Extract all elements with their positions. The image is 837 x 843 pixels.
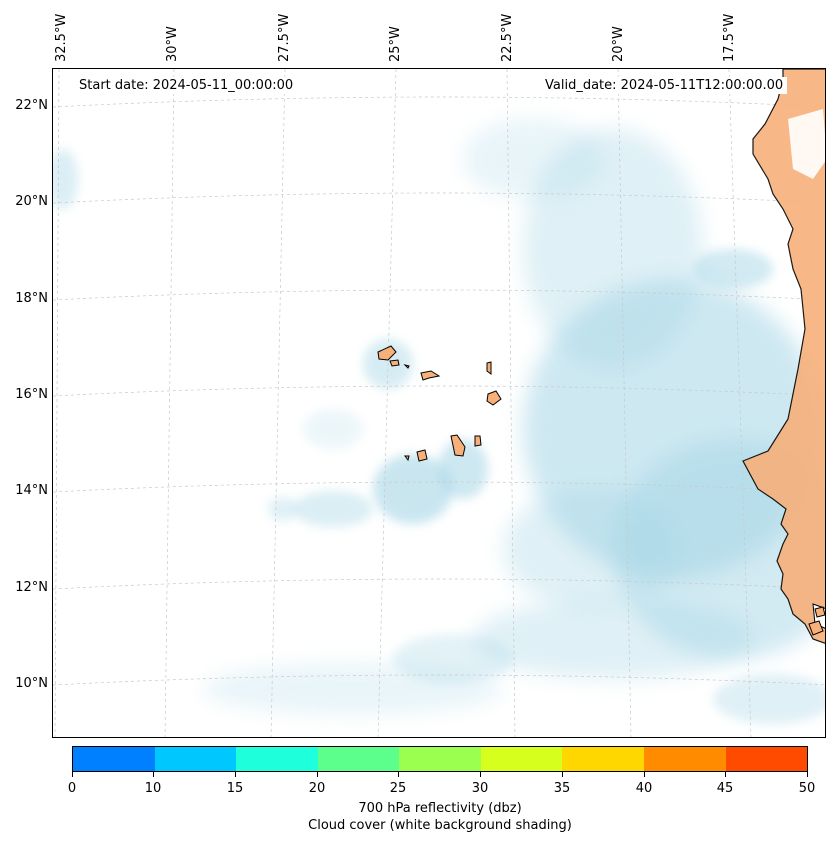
- lat-label-14n: 14°N: [15, 483, 48, 498]
- lon-label-27-5w: 27.5°W: [277, 13, 292, 62]
- colorbar-segment-2: [236, 747, 318, 771]
- cape-verde-islands: [377, 345, 502, 462]
- colorbar-segment-7: [643, 747, 726, 771]
- lat-label-18n: 18°N: [15, 291, 48, 306]
- colorbar-tick: [72, 772, 73, 777]
- colorbar-tick: [644, 772, 645, 777]
- lon-label-30w: 30°W: [165, 26, 180, 62]
- colorbar-tick-label-40: 40: [635, 781, 653, 796]
- lat-label-20n: 20°N: [15, 194, 48, 209]
- colorbar-tick-label-45: 45: [716, 781, 734, 796]
- start-date-label: Start date: 2024-05-11_00:00:00: [75, 77, 298, 94]
- colorbar-tick-label-35: 35: [553, 781, 571, 796]
- colorbar-tick: [807, 772, 808, 777]
- colorbar-tick-label-10: 10: [144, 781, 162, 796]
- colorbar-segment-1: [154, 747, 237, 771]
- lon-label-25w: 25°W: [388, 26, 403, 62]
- graticule: [53, 69, 825, 737]
- colorbar-segment-3: [317, 747, 400, 771]
- colorbar-tick-label-50: 50: [798, 781, 816, 796]
- colorbar-tick: [480, 772, 481, 777]
- lat-label-22n: 22°N: [15, 98, 48, 113]
- colorbar-tick: [317, 772, 318, 777]
- colorbar-segment-5: [480, 747, 563, 771]
- colorbar: [72, 746, 808, 772]
- colorbar-tick: [398, 772, 399, 777]
- valid-date-label: Valid_date: 2024-05-11T12:00:00.00: [541, 77, 788, 94]
- lon-label-32-5w: 32.5°W: [54, 13, 69, 62]
- lat-label-16n: 16°N: [15, 387, 48, 402]
- colorbar-segment-4: [399, 747, 481, 771]
- lon-label-17-5w: 17.5°W: [722, 13, 737, 62]
- lat-label-12n: 12°N: [15, 580, 48, 595]
- bissagos-islands: [808, 606, 825, 636]
- colorbar-tick: [725, 772, 726, 777]
- colorbar-tick: [235, 772, 236, 777]
- colorbar-tick: [153, 772, 154, 777]
- colorbar-tick-label-0: 0: [67, 781, 77, 796]
- colorbar-tick-label-20: 20: [308, 781, 326, 796]
- map-panel[interactable]: [52, 68, 826, 738]
- colorbar-segment-6: [562, 747, 644, 771]
- colorbar-tick-label-25: 25: [389, 781, 407, 796]
- colorbar-label: 700 hPa reflectivity (dbz): [358, 801, 522, 816]
- lon-label-20w: 20°W: [611, 26, 626, 62]
- colorbar-sublabel: Cloud cover (white background shading): [308, 818, 572, 833]
- colorbar-segment-8: [725, 747, 808, 771]
- lon-label-22-5w: 22.5°W: [500, 13, 515, 62]
- lat-label-10n: 10°N: [15, 676, 48, 691]
- colorbar-tick-label-30: 30: [471, 781, 489, 796]
- colorbar-segment-0: [73, 747, 155, 771]
- cloud-cover-layer: [53, 119, 825, 724]
- colorbar-tick: [562, 772, 563, 777]
- colorbar-tick-label-15: 15: [226, 781, 244, 796]
- map-canvas: [53, 69, 825, 737]
